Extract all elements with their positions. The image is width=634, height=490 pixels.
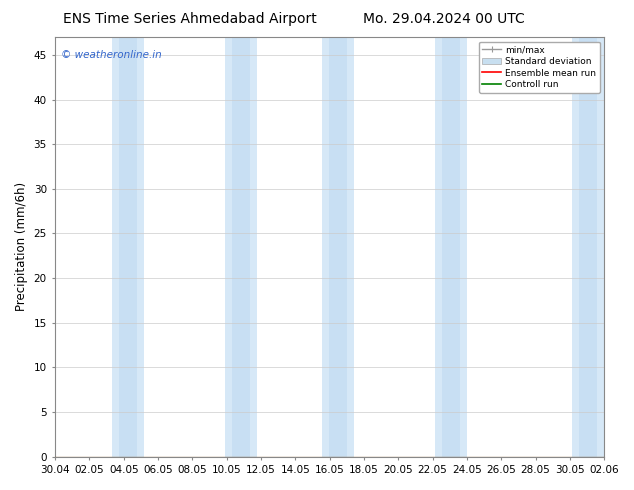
Bar [232,37,250,457]
Bar [112,37,144,457]
Text: © weatheronline.in: © weatheronline.in [61,49,162,60]
Y-axis label: Precipitation (mm/6h): Precipitation (mm/6h) [15,182,28,312]
Bar [329,37,347,457]
Bar [224,37,257,457]
Bar [435,37,467,457]
Bar [579,37,597,457]
Bar [119,37,137,457]
Bar [442,37,460,457]
Bar [321,37,354,457]
Bar [572,37,604,457]
Legend: min/max, Standard deviation, Ensemble mean run, Controll run: min/max, Standard deviation, Ensemble me… [479,42,600,93]
Text: Mo. 29.04.2024 00 UTC: Mo. 29.04.2024 00 UTC [363,12,525,26]
Text: ENS Time Series Ahmedabad Airport: ENS Time Series Ahmedabad Airport [63,12,317,26]
